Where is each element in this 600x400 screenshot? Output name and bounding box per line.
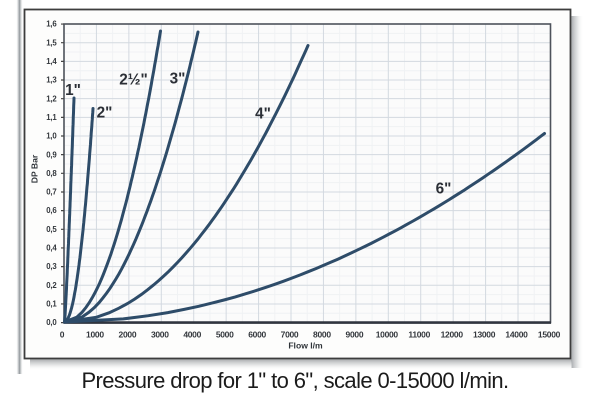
svg-text:3": 3" [170, 71, 186, 88]
svg-text:1,4: 1,4 [46, 57, 57, 66]
svg-text:8000: 8000 [313, 330, 331, 340]
svg-text:2000: 2000 [119, 330, 137, 340]
svg-text:1000: 1000 [86, 330, 104, 340]
svg-text:4": 4" [255, 106, 271, 123]
svg-text:1,6: 1,6 [46, 20, 57, 29]
svg-text:2½": 2½" [119, 72, 148, 89]
svg-text:1": 1" [65, 82, 81, 99]
svg-text:1,1: 1,1 [46, 113, 57, 122]
svg-text:13000: 13000 [473, 330, 496, 340]
svg-text:0,9: 0,9 [46, 150, 57, 159]
svg-text:Flow l/m: Flow l/m [288, 341, 323, 351]
svg-text:5000: 5000 [216, 330, 234, 340]
svg-text:0,3: 0,3 [46, 262, 57, 271]
svg-text:0,0: 0,0 [46, 318, 57, 327]
svg-text:0,1: 0,1 [46, 299, 57, 308]
svg-text:1,2: 1,2 [46, 94, 57, 103]
svg-text:0,7: 0,7 [46, 188, 56, 197]
svg-text:DP Bar: DP Bar [30, 154, 40, 183]
svg-text:6": 6" [436, 181, 452, 198]
svg-text:2": 2" [97, 105, 113, 122]
svg-text:0,4: 0,4 [46, 244, 57, 253]
svg-text:0: 0 [60, 330, 65, 340]
svg-text:1,3: 1,3 [46, 76, 57, 85]
svg-text:7000: 7000 [281, 330, 299, 340]
svg-text:9000: 9000 [346, 330, 364, 340]
svg-text:12000: 12000 [441, 330, 464, 340]
svg-text:0,2: 0,2 [46, 281, 57, 290]
svg-text:1,5: 1,5 [46, 38, 57, 47]
svg-text:0,5: 0,5 [46, 225, 57, 234]
svg-text:3000: 3000 [151, 330, 169, 340]
svg-text:11000: 11000 [408, 330, 430, 340]
svg-text:14000: 14000 [505, 330, 528, 340]
svg-text:6000: 6000 [248, 330, 266, 340]
svg-text:4000: 4000 [183, 330, 201, 340]
svg-text:0,8: 0,8 [46, 169, 57, 178]
svg-text:0,6: 0,6 [46, 206, 57, 215]
svg-text:10000: 10000 [376, 330, 399, 340]
svg-text:15000: 15000 [538, 330, 561, 340]
svg-text:1,0: 1,0 [46, 132, 57, 141]
